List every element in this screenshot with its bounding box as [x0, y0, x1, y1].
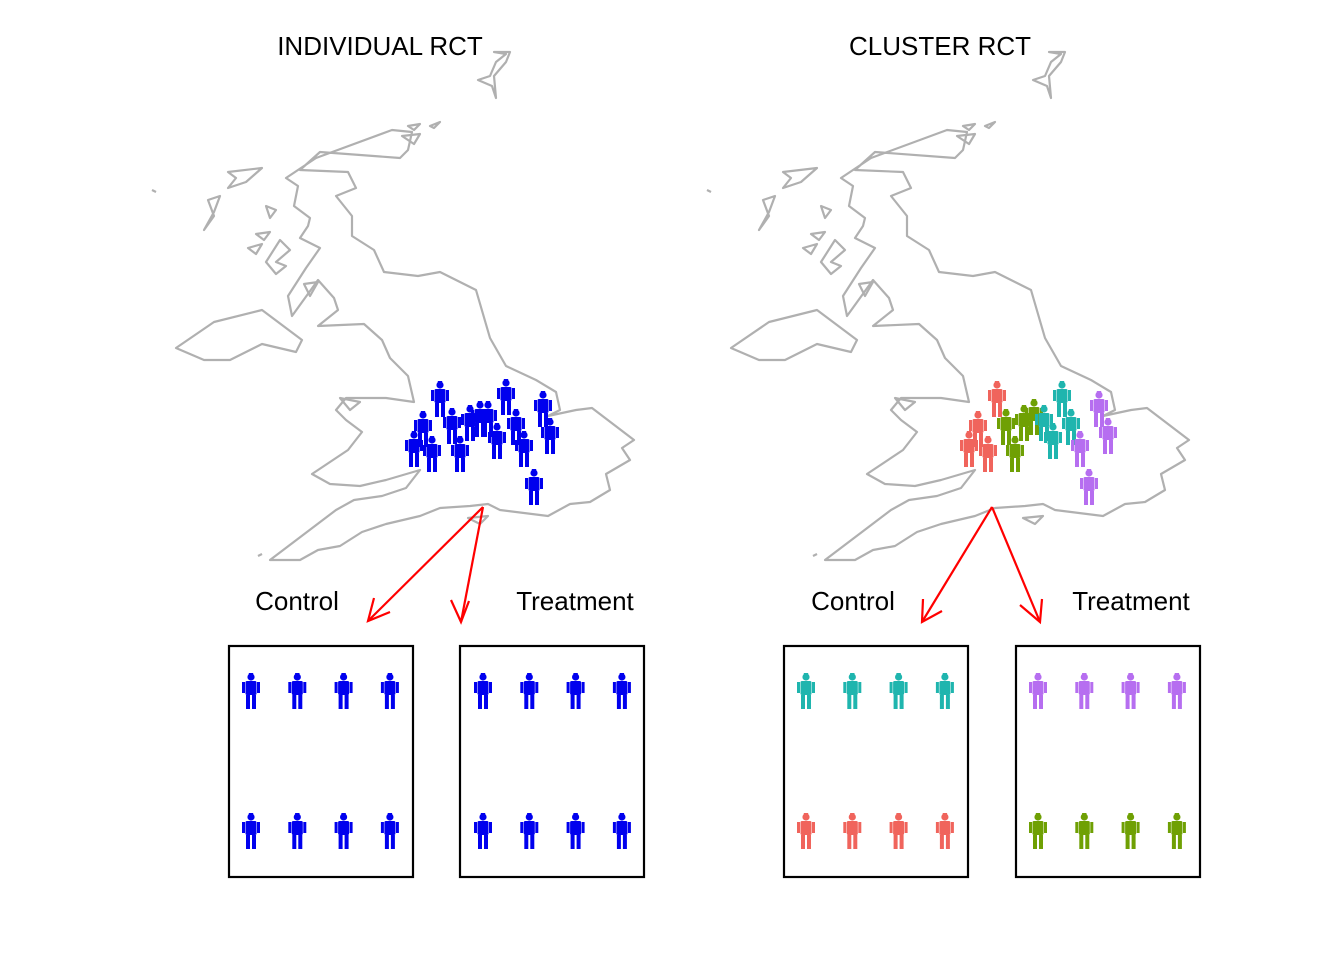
person-icon: [889, 813, 908, 849]
control-label: Control: [255, 586, 339, 616]
person-icon: [889, 673, 908, 709]
person-icon: [380, 813, 399, 849]
person-icon: [797, 673, 815, 709]
person-icon: [1029, 813, 1047, 849]
person-icon: [1167, 813, 1186, 849]
individual-rct-panel: INDIVIDUAL RCT Control Treatment: [150, 31, 646, 879]
person-icon: [1121, 813, 1140, 849]
randomisation-arrow-treatment-head: [1019, 598, 1044, 625]
person-icon: [520, 673, 539, 709]
person-icon: [474, 813, 492, 849]
person-icon: [935, 813, 954, 849]
randomisation-arrow-control: [921, 506, 993, 623]
person-icon: [1075, 813, 1094, 849]
map-participants: [405, 379, 559, 505]
person-icon: [1029, 673, 1047, 709]
person-icon: [1167, 673, 1186, 709]
individual-rct-title: INDIVIDUAL RCT: [277, 31, 483, 61]
person-icon: [612, 813, 631, 849]
person-icon: [612, 673, 631, 709]
allocated-participants: [242, 673, 631, 849]
randomisation-arrow-treatment: [990, 506, 1042, 623]
person-icon: [242, 673, 260, 709]
person-icon: [797, 813, 815, 849]
randomisation-arrow-control-head: [920, 598, 943, 624]
person-icon: [520, 813, 539, 849]
allocated-participants: [797, 673, 1186, 849]
person-icon: [288, 813, 307, 849]
person-icon: [288, 673, 307, 709]
control-label: Control: [811, 586, 895, 616]
map-participants: [960, 381, 1117, 505]
cluster-rct-panel: CLUSTER RCT Control Treatment: [705, 31, 1202, 879]
uk-map-outline: [150, 50, 636, 562]
randomisation-arrow-treatment-head: [449, 599, 471, 625]
person-icon: [566, 673, 585, 709]
control-group-box: [782, 644, 970, 879]
person-icon: [474, 673, 492, 709]
cluster-rct-title: CLUSTER RCT: [849, 31, 1031, 61]
person-icon: [843, 673, 862, 709]
person-icon: [1121, 673, 1140, 709]
person-icon: [566, 813, 585, 849]
treatment-group-box: [458, 644, 646, 879]
person-icon: [380, 673, 399, 709]
person-icon: [525, 469, 543, 505]
randomisation-arrow-control-head: [366, 597, 391, 623]
person-icon: [431, 381, 449, 417]
treatment-label: Treatment: [516, 586, 634, 616]
treatment-group-box: [1014, 644, 1202, 879]
person-icon: [1075, 673, 1094, 709]
person-icon: [935, 673, 954, 709]
person-icon: [843, 813, 862, 849]
person-icon: [334, 813, 353, 849]
uk-map-outline: [705, 50, 1191, 562]
randomisation-arrow-treatment: [459, 506, 485, 623]
control-group-box: [227, 644, 415, 879]
person-icon: [497, 379, 515, 415]
person-icon: [1080, 469, 1098, 505]
person-icon: [334, 673, 353, 709]
person-icon: [242, 813, 260, 849]
person-icon: [541, 418, 559, 454]
randomisation-arrow-control: [367, 506, 484, 622]
treatment-label: Treatment: [1072, 586, 1190, 616]
